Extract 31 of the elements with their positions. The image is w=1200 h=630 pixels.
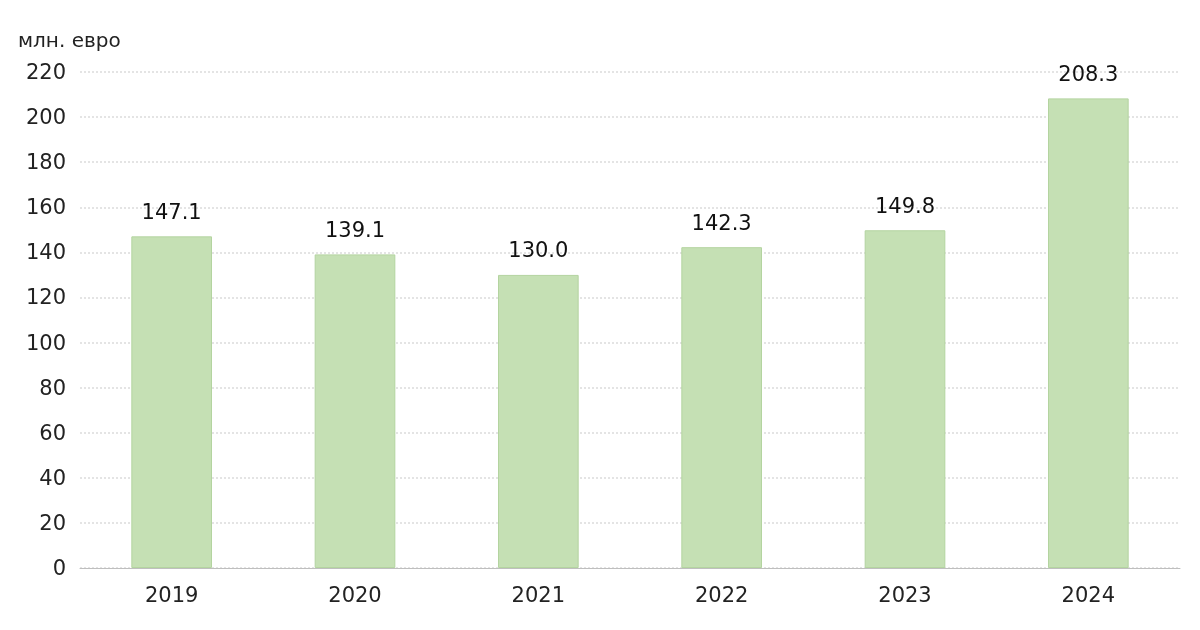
- bar: [1048, 98, 1129, 568]
- bar: [131, 236, 212, 568]
- y-tick-label: 180: [25, 150, 66, 175]
- x-tick-label: 2019: [144, 582, 199, 607]
- y-tick-label: 200: [25, 105, 66, 130]
- x-tick-label: 2023: [878, 582, 932, 607]
- y-tick-label: 160: [25, 195, 66, 220]
- x-tick-label: 2021: [511, 582, 566, 607]
- y-tick-label: 20: [39, 510, 66, 535]
- data-label: 149.8: [874, 193, 936, 218]
- bar: [681, 247, 762, 568]
- y-tick-label: 40: [39, 465, 66, 490]
- y-tick-label: 220: [25, 60, 66, 84]
- data-label: 130.0: [508, 238, 569, 263]
- bar: [498, 274, 579, 568]
- x-tick-label: 2024: [1061, 582, 1116, 607]
- data-label: 147.1: [141, 199, 202, 224]
- y-tick-label: 100: [25, 330, 66, 355]
- bar: [864, 230, 946, 568]
- x-tick-label: 2020: [328, 582, 382, 607]
- y-axis-title: млн. евро: [18, 28, 121, 52]
- bar: [314, 254, 396, 568]
- y-tick-label: 80: [39, 375, 66, 400]
- x-tick-label: 2022: [694, 582, 749, 607]
- data-label: 142.3: [691, 210, 752, 235]
- y-tick-label: 0: [52, 556, 66, 580]
- y-tick-label: 60: [39, 420, 66, 445]
- y-tick-label: 140: [25, 240, 66, 265]
- data-label: 208.3: [1058, 61, 1119, 86]
- data-label: 139.1: [324, 217, 386, 242]
- y-tick-label: 120: [25, 285, 66, 310]
